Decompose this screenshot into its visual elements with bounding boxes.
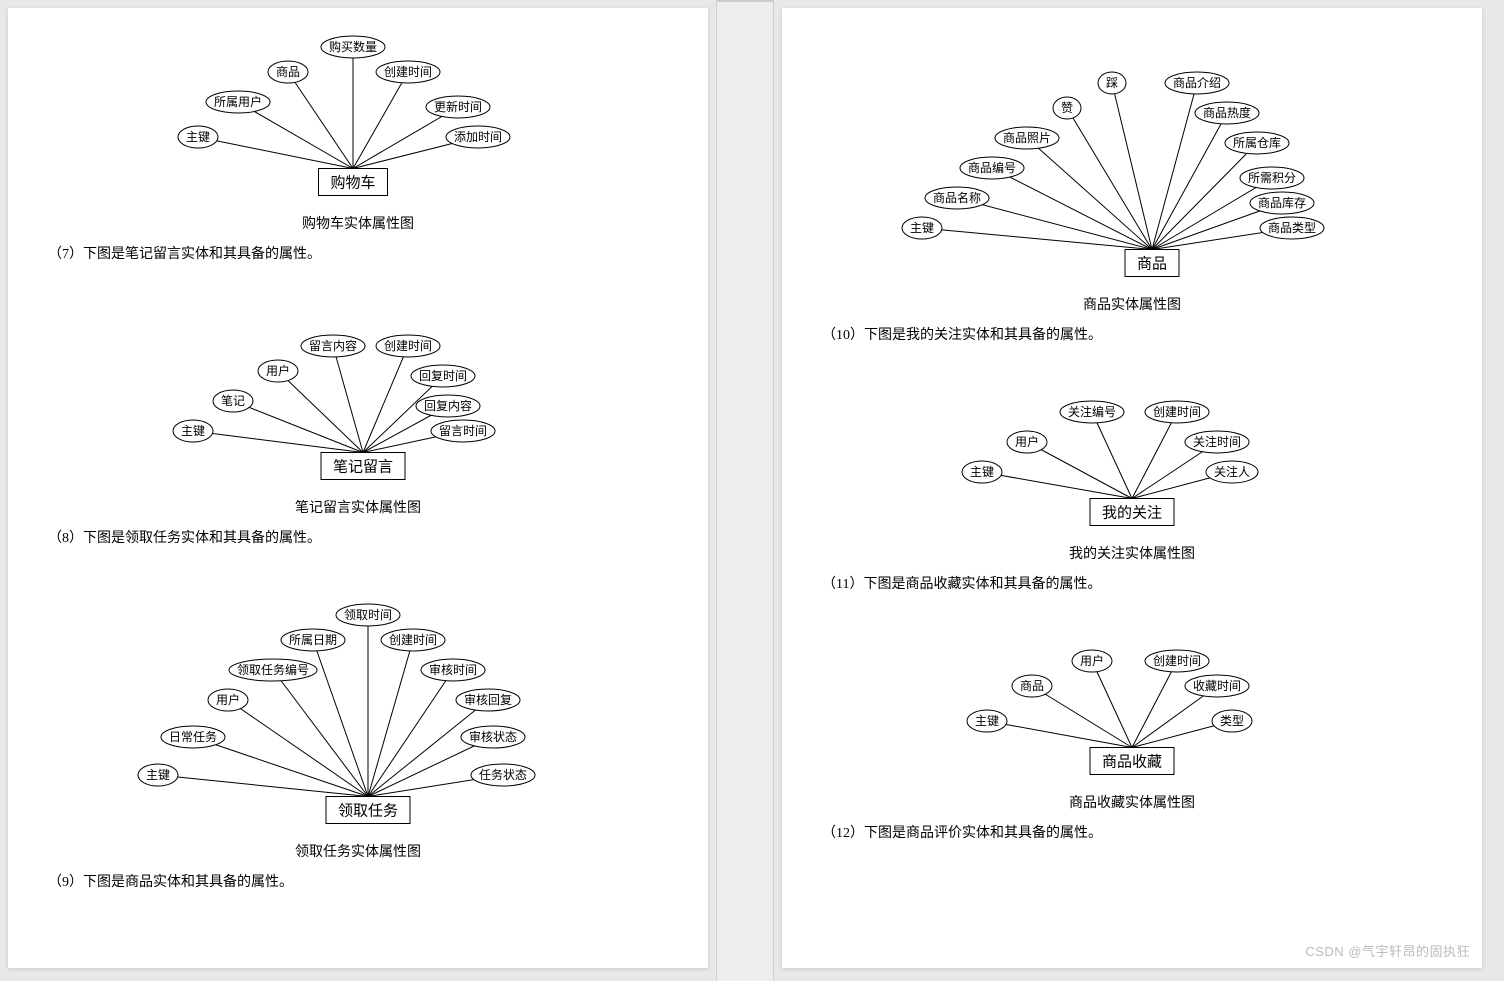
svg-text:所属用户: 所属用户 <box>214 94 262 109</box>
svg-text:回复时间: 回复时间 <box>419 369 467 383</box>
left-page: 购物车主键所属用户商品购买数量创建时间更新时间添加时间 购物车实体属性图 （7）… <box>8 8 708 968</box>
svg-text:创建时间: 创建时间 <box>1153 654 1201 668</box>
caption-favorite: 商品收藏实体属性图 <box>822 792 1442 812</box>
svg-text:回复内容: 回复内容 <box>424 398 472 413</box>
svg-text:审核回复: 审核回复 <box>464 692 512 707</box>
svg-text:领取任务编号: 领取任务编号 <box>237 662 309 677</box>
svg-text:留言时间: 留言时间 <box>439 424 487 438</box>
caption-note: 笔记留言实体属性图 <box>48 497 668 517</box>
caption-follow: 我的关注实体属性图 <box>822 543 1442 563</box>
svg-text:用户: 用户 <box>1080 653 1104 668</box>
svg-text:领取任务: 领取任务 <box>338 802 398 819</box>
svg-text:商品编号: 商品编号 <box>968 160 1016 175</box>
svg-text:商品介绍: 商品介绍 <box>1173 75 1221 90</box>
er-diagram-svg: 购物车 主键 所属用户商品 购买数量创建时间更新时间添加时间 <box>108 12 608 207</box>
svg-text:关注编号: 关注编号 <box>1068 404 1116 419</box>
svg-text:商品收藏: 商品收藏 <box>1102 753 1162 770</box>
svg-text:创建时间: 创建时间 <box>389 633 437 647</box>
watermark: CSDN @气宇轩昂的固执狂 <box>1305 941 1470 960</box>
svg-text:主键: 主键 <box>910 221 934 235</box>
svg-text:类型: 类型 <box>1220 714 1244 728</box>
diagram-favorite: 商品收藏 主键 商品 用户 创建时间收藏时间类型 <box>822 621 1442 786</box>
diagram-cart: 购物车 主键 所属用户商品 购买数量创建时间更新时间添加时间 <box>48 12 668 207</box>
svg-text:更新时间: 更新时间 <box>434 99 482 114</box>
svg-text:购买数量: 购买数量 <box>329 39 377 54</box>
svg-text:踩: 踩 <box>1106 76 1118 90</box>
svg-text:创建时间: 创建时间 <box>384 65 432 79</box>
caption-product: 商品实体属性图 <box>822 294 1442 314</box>
diagram-follow: 我的关注 主键 用户 关注编号 创建时间关注时间关注人 <box>822 372 1442 537</box>
desc-9: （9）下图是商品实体和其具备的属性。 <box>48 871 668 891</box>
diagram-product: 商品 主键 商品名称 商品编号 商品照片 赞 踩 商品介绍商品热度所属仓库所需积分商品库存商品… <box>822 28 1442 288</box>
svg-text:留言内容: 留言内容 <box>309 338 357 353</box>
svg-text:任务状态: 任务状态 <box>479 767 527 782</box>
svg-text:我的关注: 我的关注 <box>1102 504 1162 521</box>
svg-text:关注人: 关注人 <box>1214 464 1250 479</box>
svg-text:主键: 主键 <box>181 424 205 438</box>
svg-text:商品照片: 商品照片 <box>1003 130 1051 145</box>
diagram-note: 笔记留言 主键 笔记 用户 留言内容 创建时间回复时间回复内容留言时间 <box>48 301 668 491</box>
svg-text:用户: 用户 <box>266 363 290 378</box>
desc-12: （12）下图是商品评价实体和其具备的属性。 <box>822 822 1442 842</box>
svg-text:笔记: 笔记 <box>221 393 245 408</box>
svg-text:领取时间: 领取时间 <box>344 608 392 622</box>
svg-text:商品库存: 商品库存 <box>1258 195 1306 210</box>
svg-text:创建时间: 创建时间 <box>1153 405 1201 419</box>
right-page: 商品主键商品名称商品编号商品照片赞踩商品介绍商品热度所属仓库所需积分商品库存商品… <box>782 8 1482 968</box>
svg-text:主键: 主键 <box>186 130 210 144</box>
document-spread: 购物车主键所属用户商品购买数量创建时间更新时间添加时间 购物车实体属性图 （7）… <box>0 0 1504 981</box>
svg-text:创建时间: 创建时间 <box>384 339 432 353</box>
er-diagram-svg: 我的关注 主键 用户 关注编号 创建时间关注时间关注人 <box>897 372 1367 537</box>
diagram-task: 领取任务 主键 日常任务 用户 领取任务编号 所属日期领取时间创建时间审核时间审核回复审核… <box>48 575 668 835</box>
svg-text:商品: 商品 <box>276 64 300 79</box>
svg-text:商品热度: 商品热度 <box>1203 105 1251 120</box>
svg-text:日常任务: 日常任务 <box>169 729 217 744</box>
caption-task: 领取任务实体属性图 <box>48 841 668 861</box>
er-diagram-svg: 商品 主键 商品名称 商品编号 商品照片 赞 踩 商品介绍商品热度所属仓库所需积分商品库存商品… <box>862 28 1402 288</box>
svg-text:用户: 用户 <box>216 692 240 707</box>
svg-text:所属仓库: 所属仓库 <box>1233 135 1281 150</box>
svg-text:赞: 赞 <box>1061 101 1073 115</box>
desc-11: （11）下图是商品收藏实体和其具备的属性。 <box>822 573 1442 593</box>
svg-text:添加时间: 添加时间 <box>454 130 502 144</box>
svg-text:用户: 用户 <box>1015 434 1039 449</box>
svg-text:主键: 主键 <box>975 714 999 728</box>
svg-text:商品名称: 商品名称 <box>933 190 981 205</box>
page-gap <box>716 0 774 981</box>
svg-text:收藏时间: 收藏时间 <box>1193 679 1241 693</box>
desc-7: （7）下图是笔记留言实体和其具备的属性。 <box>48 243 668 263</box>
svg-text:笔记留言: 笔记留言 <box>333 458 393 475</box>
svg-text:商品: 商品 <box>1137 255 1167 272</box>
svg-text:关注时间: 关注时间 <box>1193 434 1241 449</box>
svg-text:主键: 主键 <box>146 768 170 782</box>
desc-8: （8）下图是领取任务实体和其具备的属性。 <box>48 527 668 547</box>
svg-text:审核状态: 审核状态 <box>469 729 517 744</box>
svg-text:所属日期: 所属日期 <box>289 633 337 647</box>
er-diagram-svg: 笔记留言 主键 笔记 用户 留言内容 创建时间回复时间回复内容留言时间 <box>108 301 608 491</box>
svg-text:购物车: 购物车 <box>330 174 375 191</box>
svg-text:主键: 主键 <box>970 465 994 479</box>
svg-text:商品: 商品 <box>1020 678 1044 693</box>
svg-text:商品类型: 商品类型 <box>1268 220 1316 235</box>
er-diagram-svg: 领取任务 主键 日常任务 用户 领取任务编号 所属日期领取时间创建时间审核时间审核回复审核… <box>88 575 628 835</box>
svg-text:所需积分: 所需积分 <box>1248 171 1296 185</box>
svg-text:审核时间: 审核时间 <box>429 662 477 677</box>
er-diagram-svg: 商品收藏 主键 商品 用户 创建时间收藏时间类型 <box>902 621 1362 786</box>
caption-cart: 购物车实体属性图 <box>48 213 668 233</box>
desc-10: （10）下图是我的关注实体和其具备的属性。 <box>822 324 1442 344</box>
